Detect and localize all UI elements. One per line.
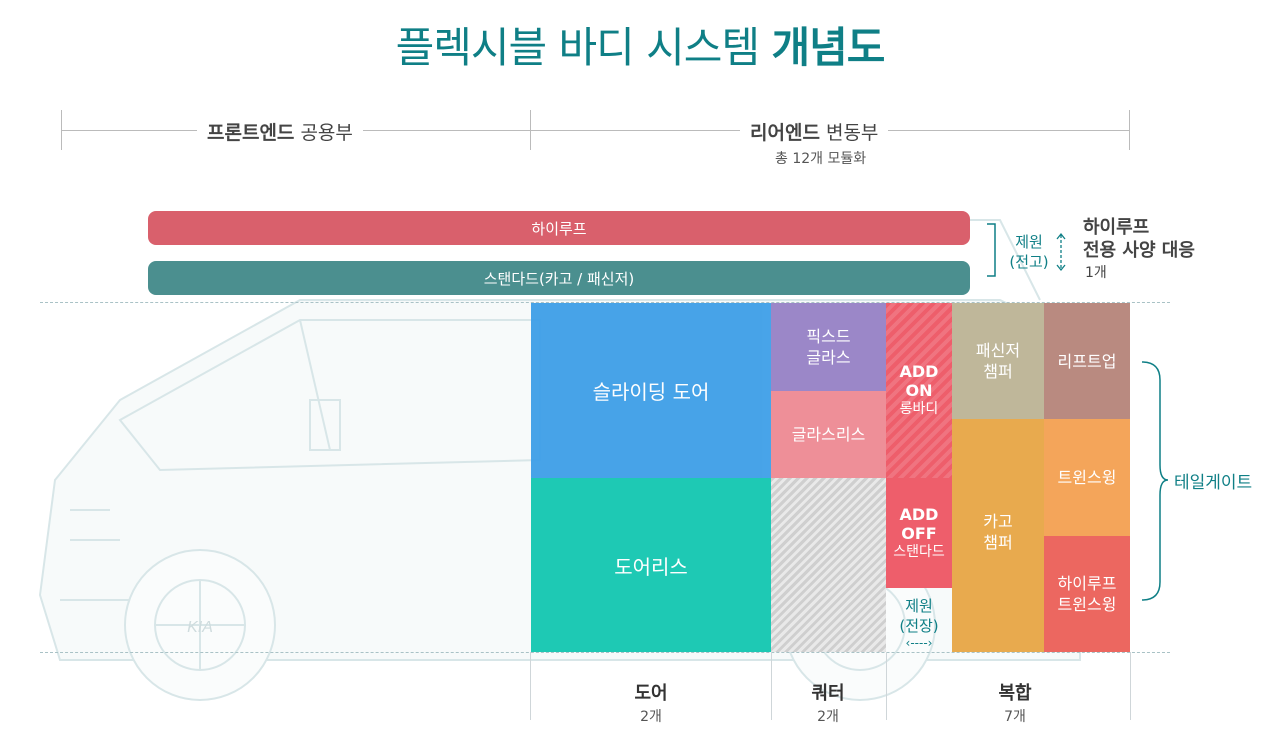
header-ruler xyxy=(61,130,1129,131)
bottom-complex-label: 복합 xyxy=(998,683,1032,704)
tailgate-bracket xyxy=(1141,361,1169,601)
passenger-l2: 챔퍼 xyxy=(983,362,1013,381)
length-arrow-icon: ‹----› xyxy=(905,636,933,650)
jewon-length: 제원 (전장) ‹----› xyxy=(886,592,952,654)
roof-side-count: 1개 xyxy=(1085,265,1107,281)
jewon-length-l2: (전장) xyxy=(899,617,939,635)
bottom-door-label: 도어 xyxy=(634,683,668,704)
roof-jewon-line1: 제원 xyxy=(1015,233,1043,251)
module-doorless: 도어리스 xyxy=(531,478,771,652)
front-header-normal: 공용부 xyxy=(300,122,353,144)
addon-l2: ON xyxy=(905,381,933,400)
guide-top xyxy=(40,302,1170,303)
addoff-l3: 스탠다드 xyxy=(893,543,945,560)
roof-jewon: 제원 (전고) xyxy=(1003,232,1055,272)
module-liftup: 리프트업 xyxy=(1044,303,1130,419)
rear-header-bold: 리어엔드 xyxy=(750,122,820,144)
rear-header: 리어엔드 변동부 xyxy=(740,118,889,145)
roof-jewon-line2: (전고) xyxy=(1009,253,1049,271)
cargo-l2: 챔퍼 xyxy=(983,533,1013,552)
ruler-tick-mid xyxy=(530,110,531,150)
bottom-quarter-label: 쿼터 xyxy=(811,683,845,704)
module-add-off: ADD OFF 스탠다드 xyxy=(886,478,952,588)
col-sep-2 xyxy=(771,652,772,720)
cargo-l1: 카고 xyxy=(983,512,1013,531)
col-sep-3 xyxy=(886,652,887,720)
rear-header-normal: 변동부 xyxy=(825,122,879,144)
addon-l1: ADD xyxy=(899,362,939,381)
vehicle-logo: KIA xyxy=(187,619,213,636)
col-sep-1 xyxy=(530,652,531,720)
addon-l3: 롱바디 xyxy=(899,401,939,417)
module-add-on: ADD ON 롱바디 xyxy=(886,303,952,478)
roof-side-note: 하이루프 전용 사양 대응 1개 xyxy=(1083,216,1195,285)
tailgate-label: 테일게이트 xyxy=(1174,473,1253,493)
module-glassless: 글라스리스 xyxy=(771,391,886,478)
module-twinswing: 트윈스윙 xyxy=(1044,419,1130,536)
roof-bracket xyxy=(987,223,996,277)
ruler-tick-left xyxy=(61,110,62,150)
hiroof-bar: 하이루프 xyxy=(148,211,970,245)
bottom-quarter-count: 2개 xyxy=(817,709,839,725)
col-sep-4 xyxy=(1130,652,1131,720)
hiroof-twin-l2: 트윈스윙 xyxy=(1057,595,1117,614)
roof-height-arrow-icon xyxy=(1056,232,1066,272)
page-title: 플렉시블 바디 시스템 개념도 xyxy=(0,14,1280,75)
module-cargo-chamfer: 카고 챔퍼 xyxy=(952,419,1044,652)
fixed-glass-l2: 글라스 xyxy=(806,348,851,367)
standard-bar: 스탠다드(카고 / 패신저) xyxy=(148,261,970,295)
fixed-glass-l1: 픽스드 xyxy=(806,327,851,346)
module-hiroof-twinswing: 하이루프 트윈스윙 xyxy=(1044,536,1130,652)
roof-side-line2: 전용 사양 대응 xyxy=(1083,240,1195,261)
ruler-tick-right xyxy=(1129,110,1130,150)
title-bold: 개념도 xyxy=(771,23,885,72)
bottom-door-count: 2개 xyxy=(640,709,662,725)
addoff-l1: ADD xyxy=(899,504,939,524)
roof-side-line1: 하이루프 xyxy=(1083,217,1150,238)
module-sliding-door: 슬라이딩 도어 xyxy=(531,303,771,478)
front-header: 프론트엔드 공용부 xyxy=(197,118,363,145)
jewon-length-l1: 제원 xyxy=(905,597,933,615)
passenger-l1: 패신저 xyxy=(975,341,1021,360)
guide-bottom xyxy=(40,652,1170,653)
rear-header-sub: 총 12개 모듈화 xyxy=(775,151,867,167)
hiroof-twin-l1: 하이루프 xyxy=(1057,574,1117,593)
module-fixed-glass: 픽스드 글라스 xyxy=(771,303,886,391)
front-header-bold: 프론트엔드 xyxy=(207,122,295,144)
module-quarter-hatch xyxy=(771,478,886,652)
bottom-complex-count: 7개 xyxy=(1004,709,1026,725)
addoff-l2: OFF xyxy=(901,523,937,543)
module-passenger-chamfer: 패신저 챔퍼 xyxy=(952,303,1044,419)
title-normal: 플렉시블 바디 시스템 xyxy=(395,23,760,72)
